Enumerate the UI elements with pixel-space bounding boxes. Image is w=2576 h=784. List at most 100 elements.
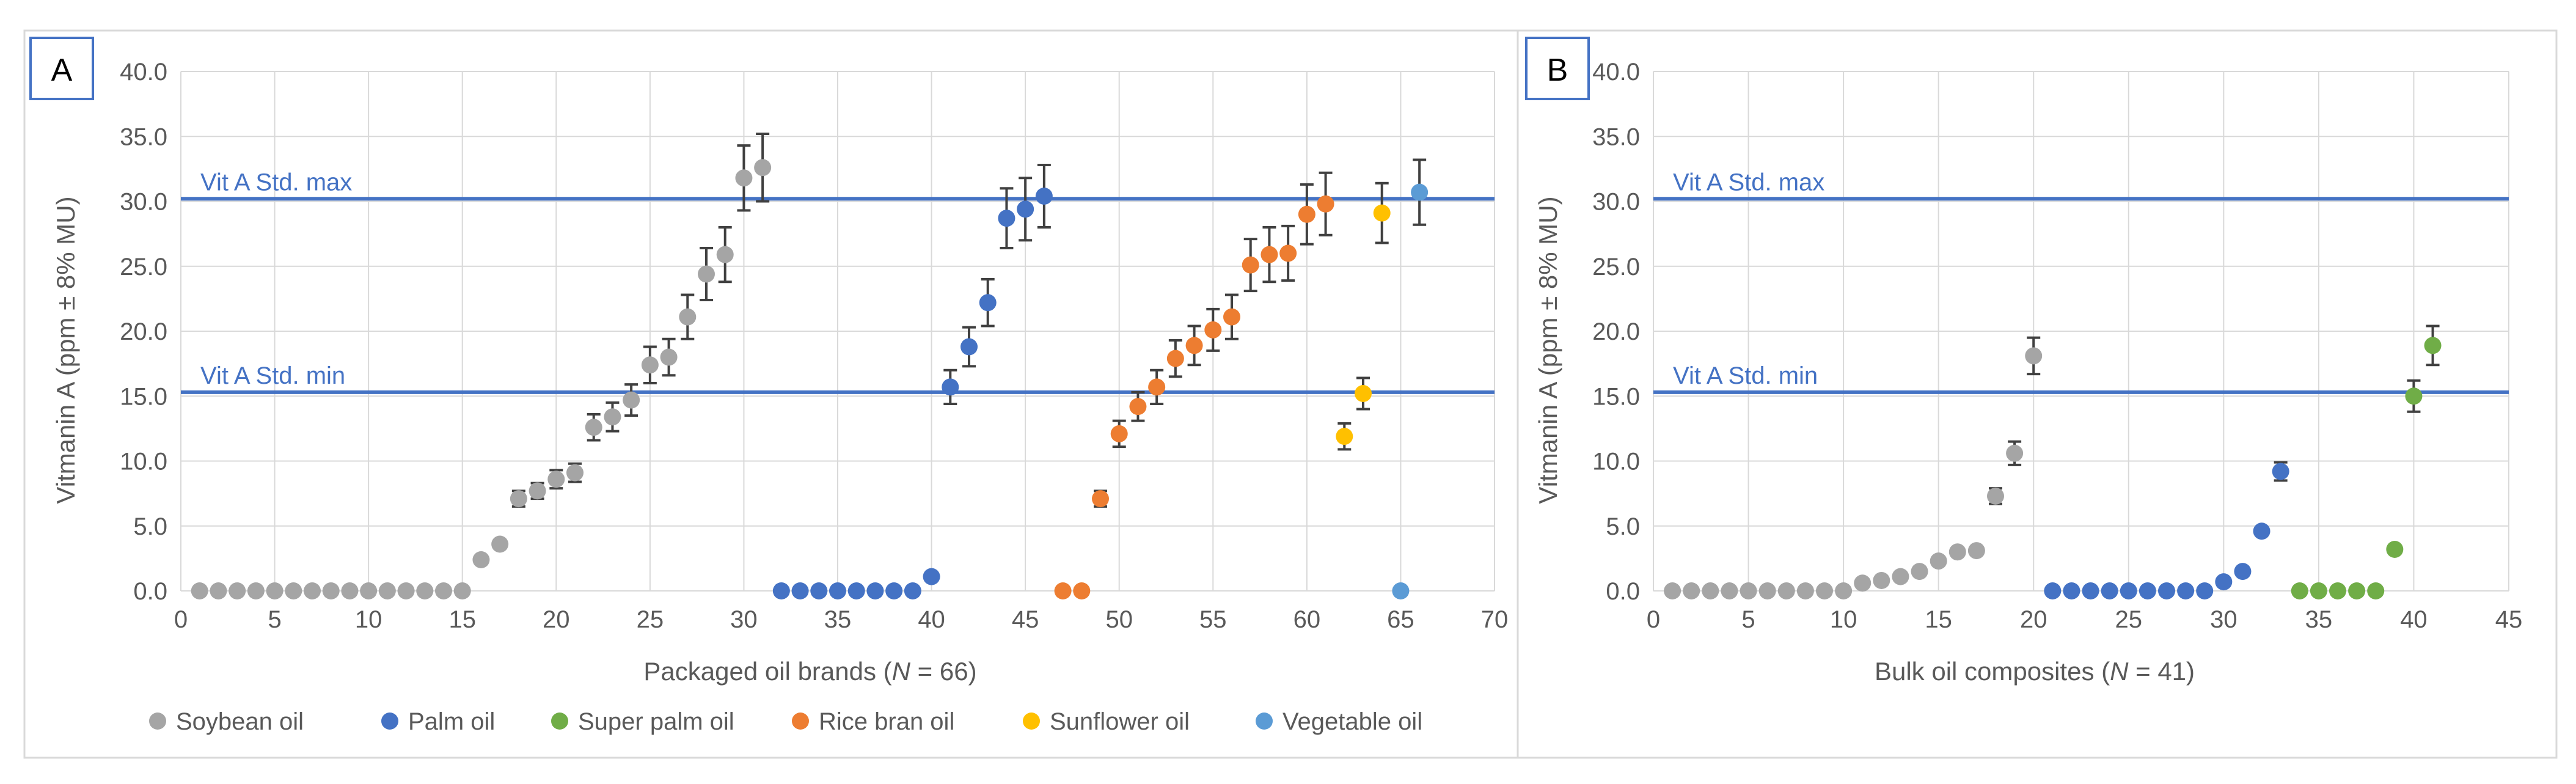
panel-a-point-rice-bran-oil	[1279, 244, 1297, 262]
legend: Soybean oil Palm oil Super palm oil Rice br…	[149, 708, 1422, 735]
panel-a-point-soybean-oil	[698, 265, 715, 283]
panel-a-x-tick-label: 55	[1199, 606, 1227, 633]
panel-a-x-tick-label: 10	[355, 606, 382, 633]
legend-marker-vegetable-oil	[1256, 713, 1273, 730]
panel-b-point-soybean-oil	[1892, 568, 1909, 585]
panel-a-point-palm-oil	[998, 210, 1015, 227]
panel-a-point-vegetable-oil	[1411, 183, 1429, 201]
panel-b-x-tick-label: 40	[2400, 606, 2428, 633]
panel-a-x-tick-label: 30	[730, 606, 758, 633]
panel-b-x-tick-label: 30	[2210, 606, 2238, 633]
panel-b-point-super-palm-oil	[2405, 387, 2423, 405]
panel-a-point-soybean-oil	[641, 356, 659, 374]
panel-a-y-tick-label: 0.0	[133, 578, 167, 605]
panel-a-point-soybean-oil	[510, 490, 527, 508]
legend-label-palm-oil: Palm oil	[408, 708, 495, 735]
panel-a-point-palm-oil	[866, 582, 884, 599]
panel-a-point-palm-oil	[1035, 188, 1053, 205]
legend-marker-soybean-oil	[149, 713, 166, 730]
panel-a-point-soybean-oil	[304, 582, 321, 599]
panel-a-point-palm-oil	[961, 338, 978, 356]
panel-a-point-rice-bran-oil	[1166, 350, 1184, 367]
legend-label-sunflower-oil: Sunflower oil	[1050, 708, 1190, 735]
panel-a-x-tick-label: 40	[918, 606, 945, 633]
panel-b-x-tick-label: 5	[1741, 606, 1755, 633]
panel-a-point-palm-oil	[885, 582, 903, 599]
panel-b-point-palm-oil	[2177, 582, 2195, 599]
panel-a-point-soybean-oil	[285, 582, 302, 599]
panel-b-x-tick-label: 25	[2115, 606, 2143, 633]
legend-marker-rice-bran-oil	[792, 713, 809, 730]
panel-a-label: A	[51, 53, 73, 88]
legend-label-vegetable-oil: Vegetable oil	[1283, 708, 1422, 735]
panel-a-point-palm-oil	[772, 582, 790, 599]
panel-a-point-soybean-oil	[472, 551, 490, 568]
panel-b-y-tick-label: 20.0	[1592, 318, 1640, 345]
panel-a-point-palm-oil	[1017, 200, 1034, 218]
panel-a-y-tick-label: 40.0	[120, 59, 167, 86]
panel-b-point-palm-oil	[2215, 573, 2233, 591]
panel-a-point-soybean-oil	[266, 582, 284, 599]
panel-a-x-tick-label: 25	[637, 606, 664, 633]
panel-b-point-super-palm-oil	[2386, 541, 2404, 558]
panel-a-point-palm-oil	[979, 294, 997, 312]
panel-a-point-rice-bran-oil	[1073, 582, 1091, 599]
panel-a-x-axis-label: Packaged oil brands (N = 66)	[643, 657, 976, 686]
panel-b-point-palm-oil	[2272, 463, 2289, 480]
panel-b-x-tick-label: 20	[2020, 606, 2047, 633]
panel-a-x-tick-label: 50	[1105, 606, 1133, 633]
panel-a-point-soybean-oil	[341, 582, 359, 599]
panel-b-point-soybean-oil	[1796, 582, 1814, 599]
panel-b-point-soybean-oil	[1740, 582, 1757, 599]
panel-b-y-tick-label: 35.0	[1592, 123, 1640, 150]
panel-b-label: B	[1547, 53, 1568, 88]
panel-a-point-rice-bran-oil	[1223, 308, 1240, 326]
panel-b-point-soybean-oil	[1683, 582, 1700, 599]
panel-b-point-soybean-oil	[2006, 444, 2024, 462]
panel-a-point-soybean-oil	[604, 408, 621, 426]
panel-b-y-tick-label: 15.0	[1592, 383, 1640, 410]
panel-b-point-super-palm-oil	[2424, 337, 2442, 354]
panel-b-point-soybean-oil	[1967, 542, 1985, 560]
panel-a-point-sunflower-oil	[1373, 204, 1391, 222]
panel-a-point-vegetable-oil	[1392, 582, 1410, 599]
panel-a-point-soybean-oil	[623, 391, 640, 409]
panel-a-point-rice-bran-oil	[1129, 398, 1147, 416]
panel-a-point-sunflower-oil	[1336, 428, 1353, 445]
panel-a-point-soybean-oil	[210, 582, 227, 599]
panel-a-x-tick-label: 45	[1012, 606, 1039, 633]
panel-a-point-soybean-oil	[754, 159, 772, 177]
panel-b-x-tick-label: 0	[1647, 606, 1660, 633]
panel-b-point-super-palm-oil	[2291, 582, 2308, 599]
panel-a-point-soybean-oil	[679, 308, 697, 326]
panel-b-x-tick-label: 10	[1830, 606, 1857, 633]
panel-a-x-tick-label: 15	[448, 606, 476, 633]
panel-b-reference-label: Vit A Std. min	[1673, 362, 1818, 389]
panel-b-point-palm-oil	[2120, 582, 2137, 599]
panel-a-reference-label: Vit A Std. min	[200, 362, 345, 389]
panel-b-y-tick-label: 5.0	[1606, 513, 1640, 540]
panel-a-point-soybean-oil	[716, 246, 734, 263]
panel-b-x-tick-label: 15	[1925, 606, 1952, 633]
legend-marker-super-palm-oil	[551, 713, 568, 730]
panel-a-point-soybean-oil	[529, 482, 546, 500]
panel-a-y-tick-label: 10.0	[120, 449, 167, 475]
panel-b-y-tick-label: 10.0	[1592, 449, 1640, 475]
panel-a-point-sunflower-oil	[1355, 385, 1372, 402]
panel-b-point-soybean-oil	[1816, 582, 1833, 599]
panel-a-point-soybean-oil	[322, 582, 340, 599]
panel-a-label-box	[29, 37, 94, 100]
panel-a-point-soybean-oil	[416, 582, 434, 599]
panel-b-y-tick-label: 25.0	[1592, 254, 1640, 280]
panel-a-point-rice-bran-oil	[1242, 256, 1259, 274]
panel-a-point-soybean-oil	[566, 464, 584, 482]
panel-a-x-tick-label: 65	[1387, 606, 1414, 633]
panel-a-point-palm-oil	[904, 582, 921, 599]
legend-label-soybean-oil: Soybean oil	[176, 708, 304, 735]
panel-a-y-tick-label: 30.0	[120, 189, 167, 216]
panel-b-frame	[1517, 29, 2558, 759]
legend-label-super-palm-oil: Super palm oil	[578, 708, 734, 735]
panel-b-point-super-palm-oil	[2367, 582, 2385, 599]
panel-a-reference-label: Vit A Std. max	[200, 169, 352, 196]
